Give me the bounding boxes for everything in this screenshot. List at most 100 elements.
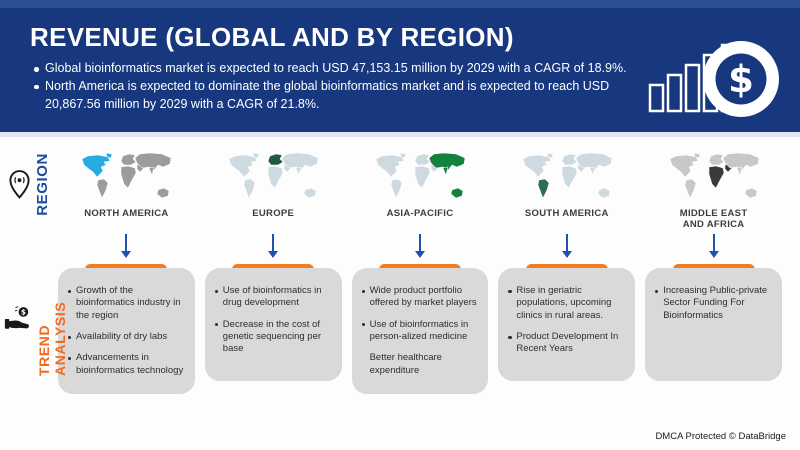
continent-africa <box>708 165 724 189</box>
trend-list: Growth of the bioinformatics industry in… <box>66 285 186 377</box>
world-map-svg <box>522 152 613 199</box>
down-arrow-shaft <box>125 234 128 251</box>
continent-australia <box>303 187 317 199</box>
trend-item: Availability of dry labs <box>66 331 186 343</box>
header-bullet: Global bioinformatics market is expected… <box>32 60 640 78</box>
continent-europe <box>561 153 578 166</box>
continent-southamerica <box>243 178 256 199</box>
continent-africa <box>267 165 284 189</box>
continent-southamerica <box>390 178 403 199</box>
region-column: NORTH AMERICA Growth of the bioinformatic… <box>58 146 195 395</box>
continent-australia <box>744 187 757 199</box>
continent-africa <box>414 165 431 189</box>
trend-item: Product Development In Recent Years <box>506 331 626 356</box>
down-arrow-shaft <box>418 234 421 251</box>
bar-chart-dollar-svg: $ <box>648 41 779 117</box>
continent-southamerica <box>97 178 109 199</box>
location-pin-icon <box>9 169 30 199</box>
region-column: MIDDLE EAST AND AFRICA Increasing Public-… <box>645 146 782 394</box>
trend-section-label: TREND ANALYSIS <box>36 301 68 376</box>
trend-list: Wide product portfolio offered by market… <box>360 285 480 377</box>
continent-greenland <box>106 152 113 159</box>
continent-europe <box>414 153 431 166</box>
header-divider <box>0 132 800 137</box>
trend-item: Advancements in bioinformatics technolog… <box>66 352 186 377</box>
down-arrow-icon <box>272 234 275 261</box>
trend-card: Wide product portfolio offered by market… <box>351 264 489 395</box>
continent-northamerica <box>82 154 111 178</box>
trend-item: Better healthcare expenditure <box>369 352 442 376</box>
trend-card-body: Wide product portfolio offered by market… <box>351 268 489 395</box>
world-map-svg <box>82 152 172 199</box>
continent-africa <box>561 165 578 189</box>
continent-greenland <box>399 152 407 159</box>
continent-australia <box>157 187 170 199</box>
down-arrow-icon <box>712 234 715 261</box>
world-map-svg <box>228 152 319 199</box>
trend-card-body: Use of bioinformatics in drug developmen… <box>204 268 342 381</box>
down-arrow-shaft <box>712 234 715 251</box>
region-axis: REGION <box>8 148 51 220</box>
continent-india <box>736 166 742 176</box>
region-section-label: REGION <box>34 152 51 216</box>
region-name-label: ASIA-PACIFIC <box>386 208 454 219</box>
region-column: SOUTH AMERICA Rise in geriatric populatio… <box>498 146 636 394</box>
header-top-strip <box>0 0 800 8</box>
continent-southamerica <box>537 178 550 199</box>
trend-list: Rise in geriatric populations, upcoming … <box>506 285 626 356</box>
continent-asia <box>722 152 759 171</box>
region-name-label: EUROPE <box>252 208 295 219</box>
header-bullet: North America is expected to dominate th… <box>32 78 640 114</box>
continent-northamerica <box>228 154 258 178</box>
trend-card: Use of bioinformatics in drug developmen… <box>204 264 342 381</box>
hand-money-icon: $ <box>4 306 29 329</box>
trend-card-body: Increasing Public-private Sector Funding… <box>645 268 782 381</box>
down-arrow-shaft <box>272 234 275 251</box>
continent-asia <box>428 152 466 171</box>
continent-northamerica <box>375 154 405 178</box>
continent-australia <box>597 187 611 199</box>
continent-india <box>295 166 302 176</box>
world-map-svg <box>375 152 466 199</box>
region-columns: NORTH AMERICA Growth of the bioinformatic… <box>58 146 782 395</box>
trend-card: Growth of the bioinformatics industry in… <box>58 264 195 395</box>
continent-india <box>149 166 155 176</box>
world-map-svg <box>669 152 759 199</box>
region-column: ASIA-PACIFIC Wide product portfolio offer… <box>351 146 489 395</box>
page-title: REVENUE (GLOBAL AND BY REGION) <box>30 22 514 52</box>
trend-list: Increasing Public-private Sector Funding… <box>653 285 773 322</box>
copyright-note: DMCA Protected © DataBridge <box>655 431 786 442</box>
down-arrow-shaft <box>565 234 568 251</box>
world-map <box>519 146 615 204</box>
continent-india <box>589 166 596 176</box>
continent-northamerica <box>669 154 698 178</box>
down-arrow-icon <box>418 234 421 261</box>
continent-india <box>442 166 449 176</box>
continent-greenland <box>546 152 554 159</box>
trend-item: Increasing Public-private Sector Funding… <box>653 285 773 322</box>
trend-item: Use of bioinformatics in drug developmen… <box>213 285 333 310</box>
trend-list: Use of bioinformatics in drug developmen… <box>213 285 333 356</box>
continent-northamerica <box>522 154 552 178</box>
trend-item: Growth of the bioinformatics industry in… <box>66 285 186 322</box>
continent-asia <box>135 152 172 171</box>
region-column: EUROPE Use of bioinformatics in drug deve… <box>204 146 342 394</box>
trend-card-body: Growth of the bioinformatics industry in… <box>58 268 195 395</box>
region-name-label: MIDDLE EAST AND AFRICA <box>679 208 748 230</box>
trend-item: Decrease in the cost of genetic sequenci… <box>213 319 333 356</box>
region-name-label: NORTH AMERICA <box>84 208 169 219</box>
continent-africa <box>121 165 137 189</box>
trend-item: Use of bioinformatics in person-alized m… <box>360 319 480 344</box>
down-arrow-icon <box>565 234 568 261</box>
region-name-label: SOUTH AMERICA <box>524 208 609 219</box>
header-bullet-list: Global bioinformatics market is expected… <box>32 60 640 113</box>
dollar-sign-icon: $ <box>728 58 754 101</box>
continent-southamerica <box>684 178 696 199</box>
world-map <box>666 146 762 204</box>
continent-asia <box>575 152 613 171</box>
down-arrow-icon <box>125 234 128 261</box>
svg-text:$: $ <box>21 308 26 317</box>
world-map <box>372 146 468 204</box>
continent-europe <box>121 153 137 166</box>
